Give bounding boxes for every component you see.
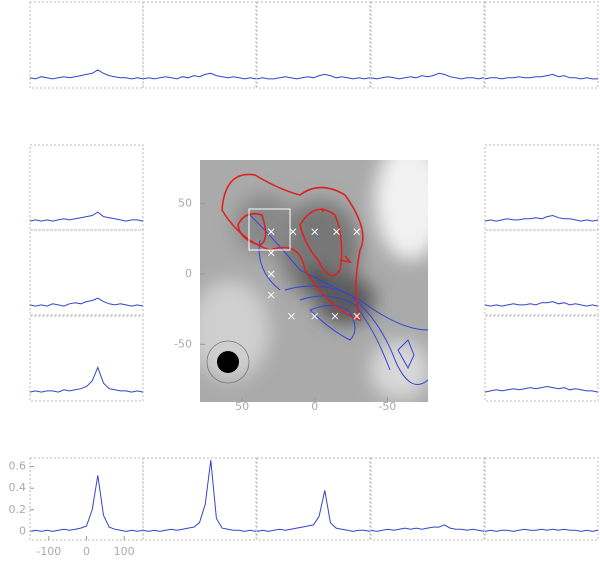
y-tick-label: -50 [174,337,192,350]
panel-frame [484,315,599,402]
cross-marker [289,228,297,236]
map-image [200,160,428,400]
panel-frame [370,457,485,541]
spectrum-line [370,524,485,532]
panel-frame [142,1,257,89]
cross-marker [311,312,319,320]
cross-marker [311,228,319,236]
spectrum-line [370,72,485,80]
spectrum-line [484,385,599,393]
x-tick-label: -100 [36,545,61,558]
spectrum-line [142,460,257,532]
x-tick-label: 100 [114,545,135,558]
spectrum-line [256,490,371,532]
panel-frame [256,457,371,541]
spectrum-line [29,475,144,532]
cross-marker [353,312,361,320]
cross-marker [353,228,361,236]
x-tick-label: 0 [311,400,318,413]
spectrum-line [484,528,599,532]
beam [217,351,239,373]
cross-marker [267,228,275,236]
y-tick-label: 0.6 [9,460,27,473]
x-tick-label: 0 [83,545,90,558]
cross-marker [267,249,275,257]
panel-frame [142,457,257,541]
spectrum-line [29,297,144,307]
spectrum-line [484,301,599,307]
spectrum-line [484,214,599,222]
y-tick-label: 0.2 [9,503,27,516]
blue-contours [249,214,428,385]
spectrum-line [484,73,598,80]
panel-frame [484,144,599,231]
beam-outline [206,340,250,384]
panel-frame [484,457,599,541]
cross-marker [331,312,339,320]
panel-frame [484,229,599,316]
cross-marker [267,270,275,278]
panel-frame [29,1,144,89]
y-tick-label: 0 [19,524,26,537]
panel-frame [484,1,599,89]
panel-frame [370,1,485,89]
cross-marker [333,228,340,236]
spectrum-line [142,72,257,80]
spectrum-line [29,366,144,393]
red-contours [221,173,364,322]
cross-marker [288,312,295,320]
x-tick-label: -50 [378,400,396,413]
cross-marker [267,291,275,299]
x-tick-label: 50 [235,400,249,413]
spectrum-line [256,73,371,80]
spectrum-line [29,69,144,80]
panel-frame [29,229,144,316]
panel-frame [29,457,144,541]
panel-frame [29,144,144,231]
panel-frame [29,315,144,402]
spectrum-line [29,211,144,222]
y-tick-label: 0.4 [9,481,27,494]
map-panel [200,160,428,402]
y-tick-label: 0 [185,267,192,280]
y-tick-label: 50 [178,197,192,210]
panel-frame [256,1,371,89]
